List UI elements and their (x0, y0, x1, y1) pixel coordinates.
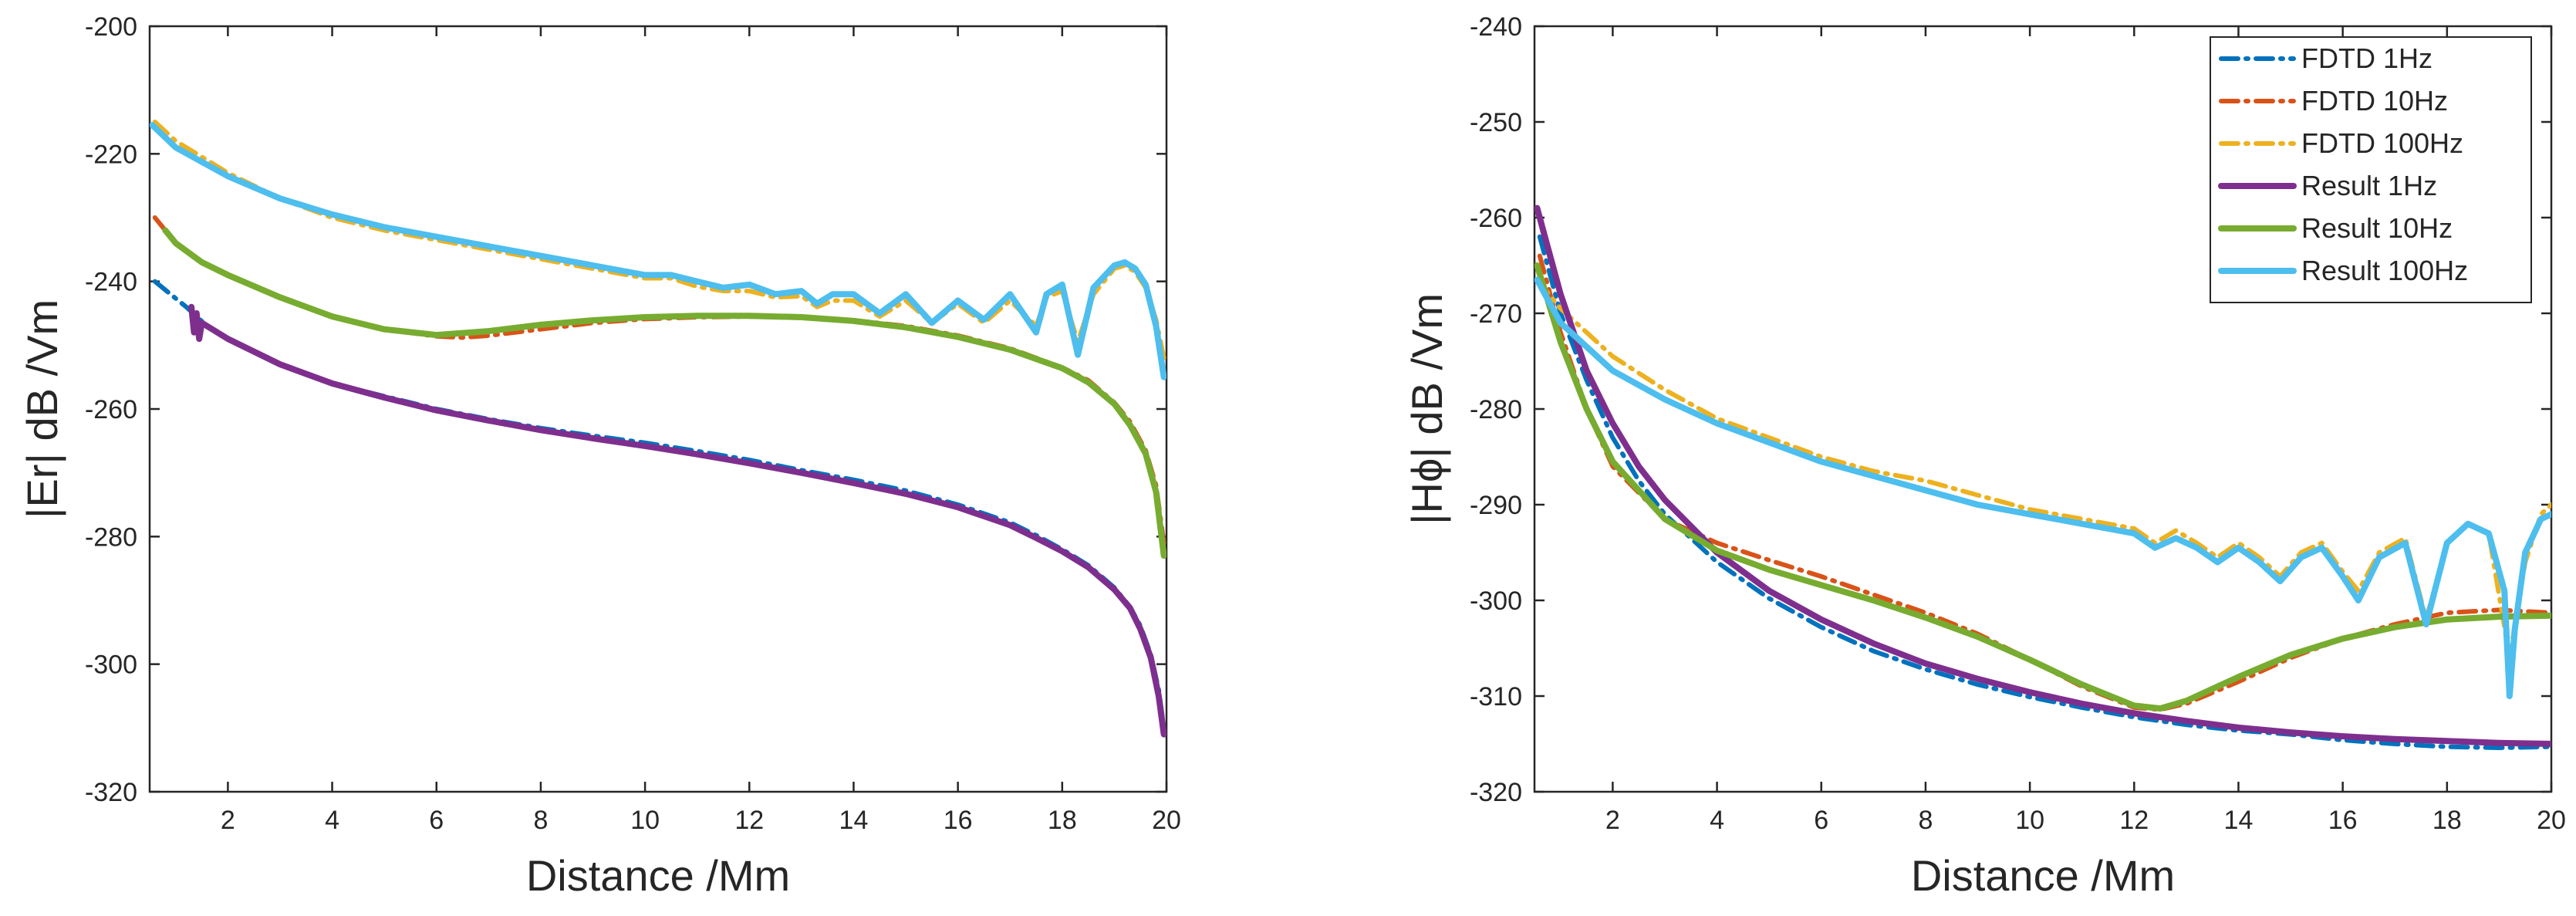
right-ytick-label: -290 (1470, 491, 1522, 520)
right-ytick-label: -300 (1470, 586, 1522, 616)
right-xtick-label: 4 (1710, 806, 1724, 835)
legend-label: Result 10Hz (2301, 212, 2453, 244)
left-ytick-label: -300 (85, 651, 137, 680)
right-xtick-label: 14 (2224, 806, 2254, 835)
right-chart-panel: 2 4 6 8 10 12 14 16 18 20 -320 -310 -300 -290 -280 -270… (1403, 12, 2566, 900)
right-ytick-label: -280 (1470, 395, 1522, 424)
left-ytick-label: -260 (85, 395, 137, 424)
left-xtick-label: 16 (944, 806, 973, 835)
right-series-fdtd-100hz (1534, 277, 2551, 661)
right-ytick-label: -240 (1470, 12, 1522, 42)
right-series-result-10hz (1534, 262, 2551, 712)
left-x-axis-label: Distance /Mm (526, 851, 790, 900)
left-plot-area (150, 120, 1166, 738)
right-xtick-label: 6 (1814, 806, 1828, 835)
right-xtick-label: 20 (2537, 806, 2566, 835)
right-series-result-1hz (1534, 204, 2551, 747)
left-series-result-10hz (162, 227, 1166, 559)
left-xtick-label: 2 (221, 806, 235, 835)
left-chart-panel: 2 4 6 8 10 12 14 16 18 20 -320 -300 -280 -260 -240 -220… (18, 12, 1181, 900)
right-legend-box (2210, 36, 2532, 303)
right-series-result-100hz (1534, 276, 2551, 699)
left-xtick-label: 10 (630, 806, 660, 835)
right-series-fdtd-1hz (1537, 234, 2551, 750)
left-xtick-label: 8 (533, 806, 548, 835)
right-xtick-label: 16 (2328, 806, 2358, 835)
legend-label: FDTD 1Hz (2301, 42, 2433, 74)
left-ytick-label: -280 (85, 522, 137, 552)
right-xtick-label: 18 (2433, 806, 2462, 835)
left-xtick-label: 14 (839, 806, 869, 835)
right-legend: FDTD 1Hz FDTD 10Hz FDTD 100Hz Result 1Hz Res… (2210, 36, 2532, 303)
legend-label: FDTD 100Hz (2301, 127, 2463, 159)
left-ytick-label: -320 (85, 778, 137, 807)
right-ytick-label: -250 (1470, 108, 1522, 137)
legend-label: FDTD 10Hz (2301, 85, 2448, 117)
left-series-result-100hz (150, 122, 1166, 380)
left-xtick-label: 4 (325, 806, 339, 835)
right-ytick-label: -270 (1470, 299, 1522, 329)
right-ytick-label: -310 (1470, 682, 1522, 712)
left-ytick-label: -200 (85, 12, 137, 42)
left-ytick-label: -220 (85, 140, 137, 169)
right-ytick-label: -320 (1470, 778, 1522, 807)
legend-label: Result 1Hz (2301, 170, 2437, 201)
right-xtick-label: 12 (2119, 806, 2149, 835)
right-ytick-label: -260 (1470, 204, 1522, 233)
left-axes-box (148, 25, 1168, 793)
left-xtick-label: 20 (1152, 806, 1181, 835)
right-x-axis-label: Distance /Mm (1911, 851, 2175, 900)
left-y-axis-label: |Er| dB /Vm (18, 299, 66, 519)
right-y-axis-label: |Hϕ| dB /Vm (1403, 293, 1451, 525)
left-xtick-label: 12 (734, 806, 764, 835)
left-xtick-label: 18 (1048, 806, 1077, 835)
right-xtick-label: 8 (1918, 806, 1933, 835)
right-xtick-label: 10 (2015, 806, 2044, 835)
left-xtick-label: 6 (429, 806, 444, 835)
left-series-result-1hz (188, 303, 1166, 738)
right-xtick-label: 2 (1605, 806, 1620, 835)
legend-label: Result 100Hz (2301, 255, 2468, 286)
right-plot-area (1534, 204, 2551, 750)
left-ytick-label: -240 (85, 268, 137, 297)
